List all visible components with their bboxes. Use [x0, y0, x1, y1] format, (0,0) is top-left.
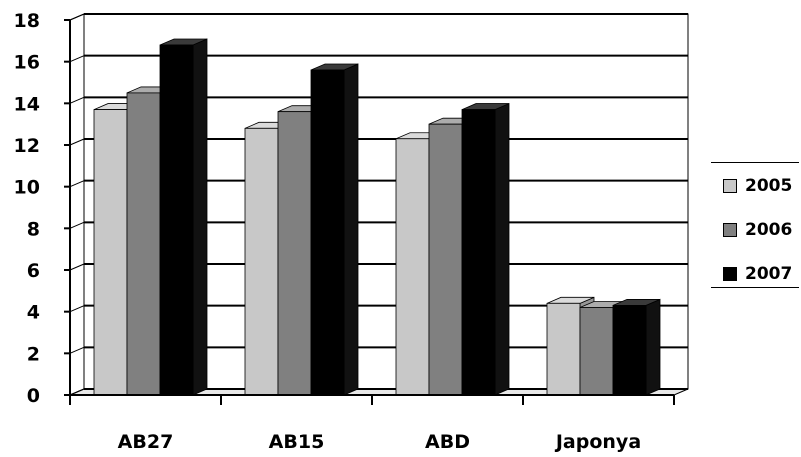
bar-side [343, 63, 359, 396]
bar-front [244, 127, 279, 396]
gridline-depth [69, 13, 85, 21]
gridline-depth [69, 96, 85, 104]
y-tick-label: 14 [14, 93, 40, 115]
legend-item-2007: 2007 [723, 263, 792, 285]
gridline-depth [69, 55, 85, 63]
y-axis-ticks: 0 2 4 6 8 10 12 14 16 18 [14, 10, 70, 407]
bar-chart: 0 2 4 6 8 10 12 14 16 18 AB27 AB15 ABD Japonya [14, 10, 689, 453]
y-tick-label: 0 [27, 385, 40, 407]
y-tick-label: 16 [14, 52, 40, 74]
x-tick-label: Japonya [554, 431, 641, 453]
legend-item-2005: 2005 [723, 175, 792, 197]
legend-swatch-2005 [723, 179, 737, 193]
y-tick-label: 2 [27, 343, 40, 365]
bar-front [126, 92, 161, 396]
x-tick-label: AB27 [118, 431, 174, 453]
bar-side [192, 38, 208, 396]
bar-front [428, 123, 463, 396]
x-axis-ticks: AB27 AB15 ABD Japonya [69, 395, 675, 453]
y-tick-label: 4 [27, 302, 40, 324]
y-tick-label: 10 [14, 177, 40, 199]
gridline-depth [69, 305, 85, 313]
bar-side [645, 298, 661, 396]
bar-front [612, 305, 647, 396]
legend-swatch-2006 [723, 223, 737, 237]
bar-front [159, 44, 194, 396]
y-tick-label: 8 [27, 218, 40, 240]
legend-label-2006: 2006 [745, 220, 793, 240]
left-wall [69, 13, 85, 396]
gridline-depth [69, 346, 85, 354]
bar-front [579, 307, 614, 396]
y-tick-label: 12 [14, 135, 40, 157]
bar [159, 38, 208, 396]
legend-swatch-2007 [723, 267, 737, 281]
bar [461, 102, 510, 396]
bar-side [494, 102, 510, 396]
x-tick-label: ABD [425, 431, 470, 453]
gridline-depth [69, 221, 85, 229]
legend: 2005 2006 2007 [711, 162, 799, 288]
gridline-depth [69, 138, 85, 146]
legend-item-2006: 2006 [723, 219, 792, 241]
y-tick-label: 6 [27, 260, 40, 282]
legend-label-2007: 2007 [745, 264, 793, 284]
bar-front [546, 302, 581, 396]
bar-front [461, 109, 496, 396]
legend-label-2005: 2005 [745, 176, 793, 196]
bar-front [395, 138, 430, 396]
bar-front [310, 69, 345, 396]
bars [93, 38, 661, 396]
bar-front [93, 109, 128, 396]
bar-front [277, 111, 312, 396]
bar [612, 298, 661, 396]
gridline-depth [69, 263, 85, 271]
gridline-depth [69, 180, 85, 188]
x-tick-label: AB15 [269, 431, 325, 453]
y-tick-label: 18 [14, 10, 40, 32]
bar [310, 63, 359, 396]
